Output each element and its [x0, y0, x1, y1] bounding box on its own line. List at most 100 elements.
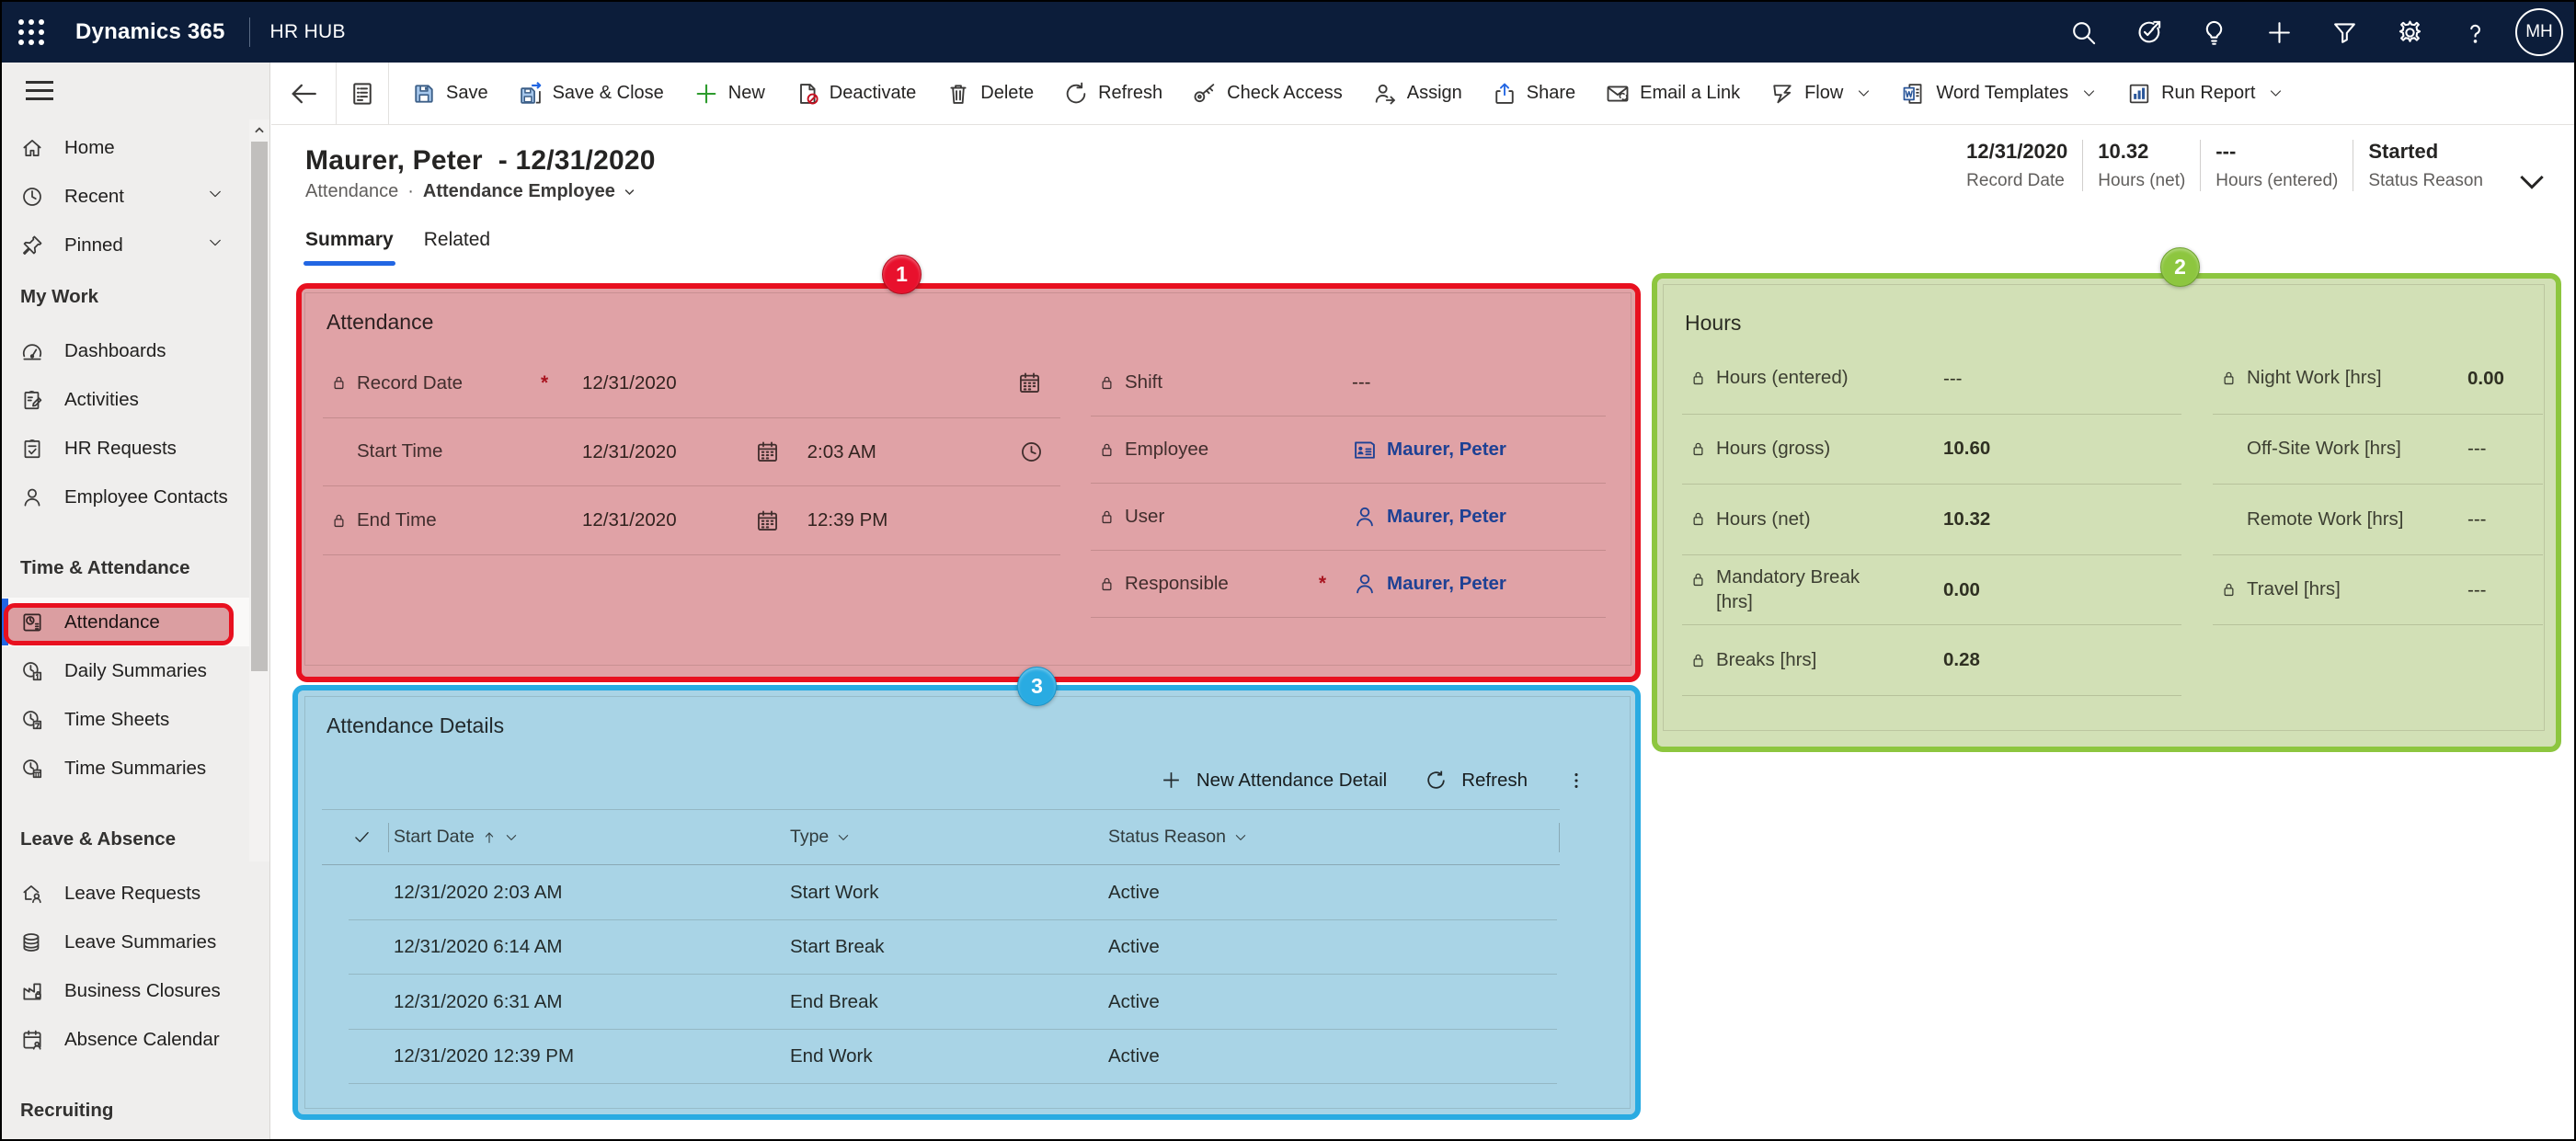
- avatar[interactable]: MH: [2515, 8, 2563, 56]
- plus-green-icon: [693, 81, 719, 107]
- command-label: Share: [1526, 83, 1576, 103]
- sidebar-item-label: Leave Requests: [64, 882, 201, 904]
- sidebar-item-employee-contacts[interactable]: Employee Contacts: [2, 473, 249, 521]
- run-report-button[interactable]: Run Report: [2112, 72, 2298, 116]
- sidebar-item-time-summaries[interactable]: Time Summaries: [2, 744, 249, 793]
- sidebar-item-label: Home: [64, 136, 115, 158]
- sidebar-item-activities[interactable]: Activities: [2, 375, 249, 424]
- save-close-icon: [518, 81, 544, 107]
- annotation-box-3: [292, 685, 1641, 1120]
- clock-1-icon: [20, 659, 44, 683]
- chevron-down-icon: [2268, 86, 2284, 101]
- gear-icon[interactable]: [2377, 2, 2443, 63]
- header-expand-chevron-icon[interactable]: [2513, 163, 2550, 204]
- new-button[interactable]: New: [679, 72, 780, 116]
- command-label: Assign: [1406, 83, 1462, 103]
- header-stat: --- Hours (entered): [2200, 140, 2353, 191]
- command-label: Delete: [980, 83, 1035, 103]
- sidebar-item-business-closures[interactable]: Business Closures: [2, 966, 249, 1015]
- subtitle-separator: ·: [407, 181, 414, 201]
- sidebar-item-home[interactable]: Home: [2, 123, 249, 172]
- deactivate-button[interactable]: Deactivate: [780, 72, 932, 116]
- stat-label: Hours (net): [2098, 171, 2186, 190]
- sidebar-item-label: Dashboards: [64, 339, 166, 361]
- deactivate-icon: [795, 81, 820, 107]
- pin-icon: [20, 234, 44, 257]
- command-label: Save: [446, 83, 488, 103]
- entity-name: Attendance: [305, 181, 399, 201]
- hamburger-menu-icon[interactable]: [26, 81, 53, 106]
- tab-summary[interactable]: Summary: [303, 229, 395, 266]
- back-button[interactable]: [271, 78, 336, 109]
- sidebar-item-daily-summaries[interactable]: Daily Summaries: [2, 646, 249, 695]
- assign-button[interactable]: Assign: [1357, 72, 1477, 116]
- app-name[interactable]: HR HUB: [269, 21, 346, 42]
- share-button[interactable]: Share: [1477, 72, 1590, 116]
- command-bar-divider: [336, 62, 337, 125]
- save-close-button[interactable]: Save & Close: [503, 72, 679, 116]
- annotation-fill: [298, 690, 1635, 1114]
- sidebar-item-leave-summaries[interactable]: Leave Summaries: [2, 918, 249, 966]
- stat-value: 10.32: [2098, 140, 2149, 163]
- scrollbar-thumb[interactable]: [251, 142, 268, 671]
- sidebar-item-time-sheets[interactable]: Time Sheets: [2, 695, 249, 744]
- delete-button[interactable]: Delete: [931, 72, 1048, 116]
- annotation-badge-2: 2: [2160, 247, 2200, 287]
- chevron-down-icon: [1856, 86, 1872, 101]
- clipboard-pencil-icon: [20, 388, 44, 412]
- sidebar-item-hr-requests[interactable]: HR Requests: [2, 424, 249, 473]
- word-icon: [1901, 81, 1927, 107]
- annotation-box-2: [1652, 273, 2561, 752]
- command-label: Run Report: [2161, 83, 2256, 103]
- email-a-link-button[interactable]: Email a Link: [1590, 72, 1755, 116]
- form-selector[interactable]: Attendance Employee: [423, 181, 636, 202]
- command-label: Word Templates: [1936, 83, 2069, 103]
- brand-title: Dynamics 365: [75, 19, 225, 44]
- tab-related[interactable]: Related: [423, 229, 491, 250]
- top-navigation-bar: Dynamics 365 HR HUB MH: [2, 2, 2574, 63]
- goal-check-icon[interactable]: [2116, 2, 2181, 63]
- sidebar-item-absence-calendar[interactable]: Absence Calendar: [2, 1015, 249, 1064]
- sidebar-item-dashboards[interactable]: Dashboards: [2, 326, 249, 375]
- help-icon[interactable]: [2443, 2, 2508, 63]
- sidebar-item-leave-requests[interactable]: Leave Requests: [2, 869, 249, 918]
- email-icon: [1605, 81, 1631, 107]
- search-icon[interactable]: [2051, 2, 2116, 63]
- flow-button[interactable]: Flow: [1755, 72, 1886, 116]
- sidebar-item-label: Recent: [64, 185, 124, 207]
- header-stat: Started Status Reason: [2353, 140, 2498, 191]
- annotation-fill: [8, 608, 229, 641]
- sidebar-item-label: Employee Contacts: [64, 485, 228, 508]
- sidebar-item-label: Time Sheets: [64, 708, 170, 730]
- stat-label: Hours (entered): [2215, 171, 2339, 190]
- stat-label: Status Reason: [2368, 171, 2483, 190]
- sidebar-item-pinned[interactable]: Pinned: [2, 221, 249, 269]
- annotation-badge-1: 1: [882, 255, 922, 294]
- check-access-button[interactable]: Check Access: [1177, 72, 1357, 116]
- stat-value: 12/31/2020: [1966, 140, 2068, 163]
- waffle-menu-icon[interactable]: [2, 2, 61, 63]
- command-label: Refresh: [1098, 83, 1163, 103]
- command-bar-items: Save Save & Close New Deactivate Delete Refre…: [396, 72, 2298, 116]
- chevron-down-icon: [207, 234, 223, 257]
- plus-icon[interactable]: [2247, 2, 2312, 63]
- save-button[interactable]: Save: [396, 72, 503, 116]
- flow-icon: [1769, 81, 1795, 107]
- header-stat: 10.32 Hours (net): [2082, 140, 2200, 191]
- form-selector-icon[interactable]: [337, 80, 388, 108]
- sidebar-scrollbar[interactable]: [249, 120, 269, 861]
- refresh-button[interactable]: Refresh: [1048, 72, 1177, 116]
- lightbulb-icon[interactable]: [2181, 2, 2247, 63]
- home-icon: [20, 136, 44, 160]
- sidebar-item-recent[interactable]: Recent: [2, 172, 249, 221]
- stat-label: Record Date: [1966, 171, 2065, 190]
- filter-icon[interactable]: [2312, 2, 2377, 63]
- sidebar-item-label: Activities: [64, 388, 139, 410]
- sidebar-group-header: My Work: [20, 285, 99, 307]
- annotation-fill: [1657, 279, 2556, 747]
- word-templates-button[interactable]: Word Templates: [1886, 72, 2112, 116]
- scrollbar-up-icon[interactable]: [249, 120, 269, 142]
- record-header: Maurer, Peter - 12/31/2020 Attendance · …: [271, 126, 2574, 278]
- command-label: New: [727, 83, 765, 103]
- command-bar: Save Save & Close New Deactivate Delete Refre…: [271, 62, 2574, 125]
